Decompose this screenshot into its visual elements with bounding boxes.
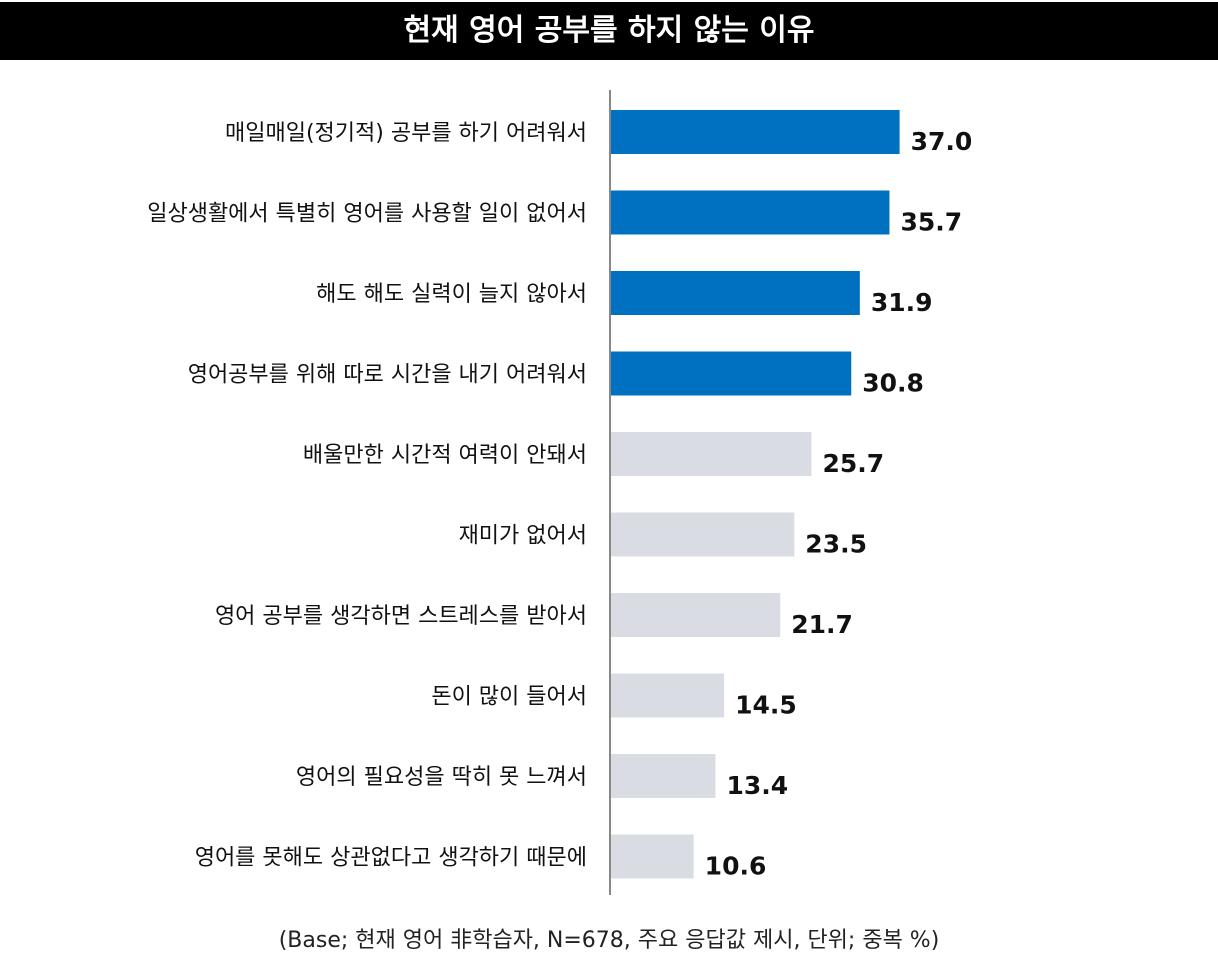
- bar: [611, 512, 795, 557]
- category-label: 해도 해도 실력이 늘지 않아서: [316, 282, 587, 307]
- value-label: 14.5: [735, 691, 797, 720]
- value-label: 30.8: [862, 369, 924, 398]
- bar: [611, 351, 852, 396]
- value-label: 10.6: [705, 852, 767, 881]
- bars-layer: 매일매일(정기적) 공부를 하기 어려워서 37.0 일상생활에서 특별히 영어를 …: [147, 110, 972, 881]
- bar: [611, 432, 812, 476]
- value-label: 21.7: [791, 610, 853, 639]
- category-label: 영어 공부를 생각하면 스트레스를 받아서: [215, 604, 587, 629]
- value-label: 37.0: [911, 127, 973, 156]
- chart-title: 현재 영어 공부를 하지 않는 이유: [0, 2, 1218, 60]
- value-label: 31.9: [871, 288, 933, 317]
- value-label: 35.7: [900, 208, 962, 237]
- bar: [611, 834, 694, 879]
- category-label: 배울만한 시간적 여력이 안돼서: [303, 443, 587, 468]
- category-label: 일상생활에서 특별히 영어를 사용할 일이 없어서: [147, 202, 587, 227]
- chart-footnote: (Base; 현재 영어 非학습자, N=678, 주요 응답값 제시, 단위;…: [278, 928, 940, 953]
- category-label: 영어의 필요성을 딱히 못 느껴서: [296, 765, 587, 790]
- bar: [611, 593, 781, 637]
- category-label: 영어를 못해도 상관없다고 생각하기 때문에: [195, 846, 587, 871]
- category-label: 영어공부를 위해 따로 시간을 내기 어려워서: [188, 363, 587, 388]
- category-label: 매일매일(정기적) 공부를 하기 어려워서: [225, 121, 587, 146]
- value-label: 13.4: [727, 771, 789, 800]
- category-label: 돈이 많이 들어서: [431, 685, 587, 710]
- bar: [611, 271, 860, 315]
- bar: [611, 190, 890, 235]
- bar: [611, 673, 725, 718]
- value-label: 23.5: [805, 530, 867, 559]
- category-label: 재미가 없어서: [459, 524, 587, 549]
- bar: [611, 110, 900, 154]
- bar: [611, 754, 716, 798]
- value-label: 25.7: [822, 449, 884, 478]
